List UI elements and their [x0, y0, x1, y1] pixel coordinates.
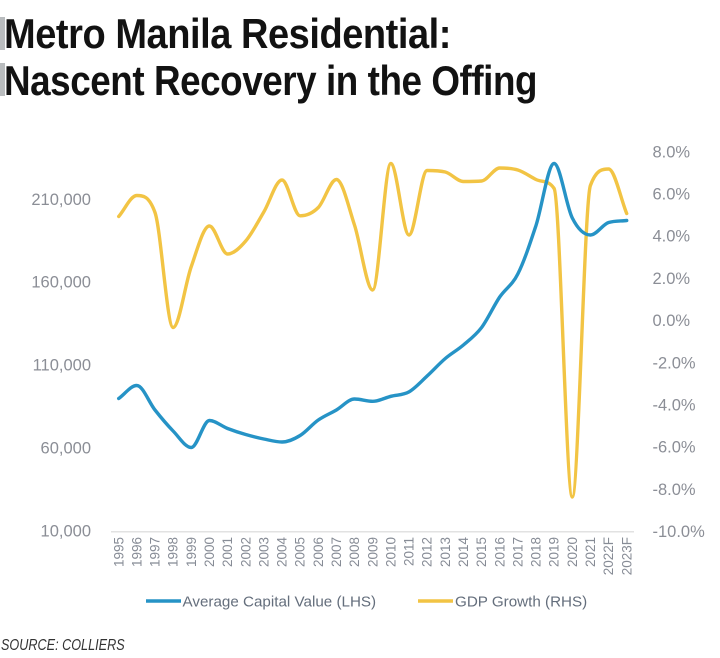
svg-text:-6.0%: -6.0% — [653, 439, 696, 457]
svg-text:2000: 2000 — [202, 537, 217, 567]
svg-text:Average Capital Value (LHS): Average Capital Value (LHS) — [183, 593, 377, 610]
svg-text:2001: 2001 — [220, 537, 235, 567]
svg-text:2017: 2017 — [510, 537, 525, 567]
svg-text:2004: 2004 — [275, 537, 290, 568]
svg-text:1999: 1999 — [184, 537, 199, 567]
svg-text:1996: 1996 — [129, 537, 144, 567]
svg-text:2012: 2012 — [420, 537, 435, 567]
svg-text:1997: 1997 — [148, 537, 163, 567]
svg-text:GDP Growth (RHS): GDP Growth (RHS) — [455, 593, 587, 610]
svg-text:2022F: 2022F — [601, 537, 616, 575]
svg-text:2018: 2018 — [529, 537, 544, 567]
svg-text:60,000: 60,000 — [41, 439, 91, 457]
svg-text:2010: 2010 — [383, 537, 398, 567]
svg-text:2003: 2003 — [256, 537, 271, 567]
svg-text:2007: 2007 — [329, 537, 344, 567]
svg-text:8.0%: 8.0% — [653, 143, 691, 161]
svg-text:2009: 2009 — [365, 537, 380, 567]
svg-text:2021: 2021 — [583, 537, 598, 567]
svg-text:-2.0%: -2.0% — [653, 354, 696, 372]
svg-text:6.0%: 6.0% — [653, 186, 691, 204]
svg-text:-4.0%: -4.0% — [653, 396, 696, 414]
svg-text:2008: 2008 — [347, 537, 362, 567]
svg-text:110,000: 110,000 — [33, 357, 91, 375]
svg-text:2016: 2016 — [492, 537, 507, 567]
svg-text:2005: 2005 — [293, 537, 308, 567]
svg-text:210,000: 210,000 — [31, 191, 91, 209]
svg-text:2011: 2011 — [402, 537, 417, 566]
svg-text:2023F: 2023F — [619, 537, 634, 575]
svg-text:-8.0%: -8.0% — [653, 481, 696, 499]
svg-text:1995: 1995 — [111, 537, 126, 567]
svg-text:2006: 2006 — [311, 537, 326, 567]
svg-text:2014: 2014 — [456, 537, 471, 568]
svg-text:-10.0%: -10.0% — [653, 523, 706, 541]
svg-text:10,000: 10,000 — [41, 522, 91, 540]
svg-text:2013: 2013 — [438, 537, 453, 567]
svg-text:1998: 1998 — [166, 537, 181, 567]
svg-text:2019: 2019 — [547, 537, 562, 567]
svg-text:2015: 2015 — [474, 537, 489, 567]
svg-text:2.0%: 2.0% — [653, 270, 691, 288]
svg-text:2020: 2020 — [565, 537, 580, 567]
svg-text:0.0%: 0.0% — [653, 312, 691, 330]
svg-text:4.0%: 4.0% — [653, 228, 691, 246]
svg-text:2002: 2002 — [238, 537, 253, 567]
svg-text:160,000: 160,000 — [31, 274, 91, 292]
